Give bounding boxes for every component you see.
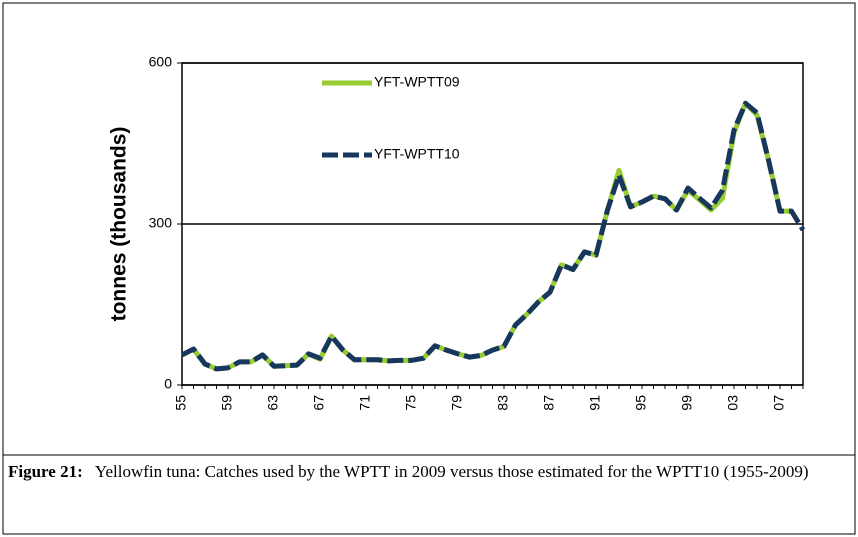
caption-label: Figure 21: [8,462,83,481]
x-tick-label: 07 [771,395,787,411]
legend-label: YFT-WPTT10 [374,146,460,162]
x-tick-label: 99 [679,395,695,411]
x-tick-label: 95 [633,395,649,411]
series-line [180,100,792,372]
y-tick-label: 0 [164,376,172,392]
x-tick-label: 59 [219,395,235,411]
x-tick-label: 87 [541,395,557,411]
x-tick-label: 83 [495,395,511,411]
series-line [180,100,806,372]
caption: Figure 21: Yellowfin tuna: Catches used … [8,460,846,484]
legend-label: YFT-WPTT09 [374,74,460,90]
caption-text: Yellowfin tuna: Catches used by the WPTT… [94,462,809,481]
x-tick-label: 03 [725,395,741,411]
x-tick-label: 55 [173,395,189,411]
x-tick-label: 91 [587,395,603,411]
x-tick-label: 63 [265,395,281,411]
x-tick-label: 75 [403,395,419,411]
y-axis-title: tonnes (thousands) [108,127,131,322]
x-tick-label: 71 [357,395,373,411]
x-tick-label: 67 [311,395,327,411]
y-tick-label: 600 [149,54,173,70]
y-tick-label: 300 [149,215,173,231]
x-tick-label: 79 [449,395,465,411]
